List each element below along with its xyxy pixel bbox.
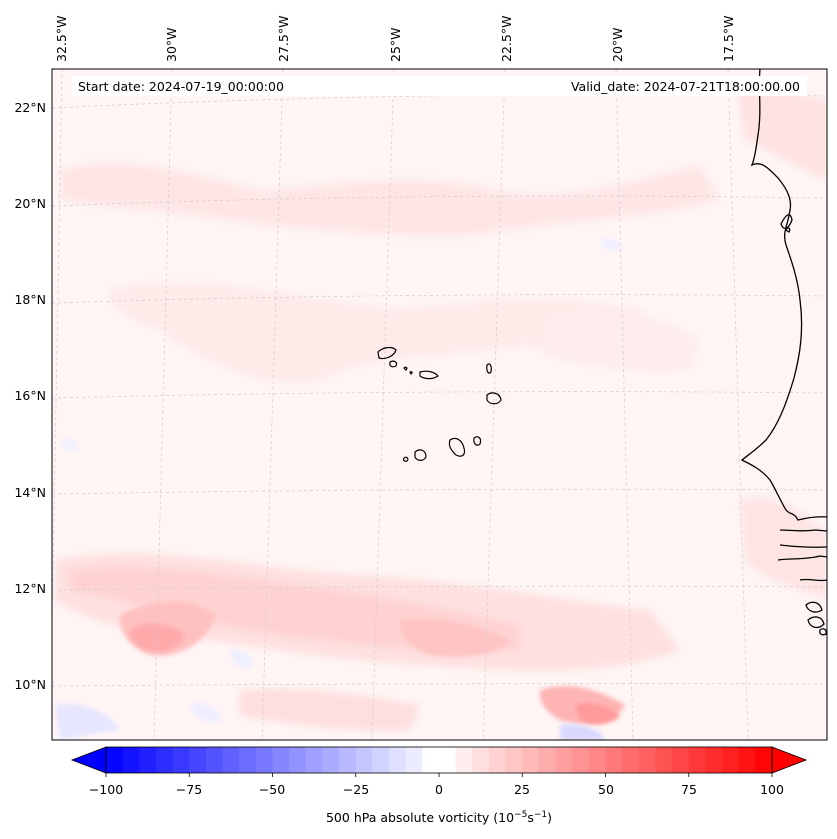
colorbar-level (555, 747, 573, 773)
colorbar-level (655, 747, 673, 773)
lon-label-30w: 30°W (164, 27, 179, 62)
colorbar-tick-label-neg50: −50 (259, 782, 285, 797)
vorticity-contours (55, 80, 827, 740)
colorbar-level (538, 747, 557, 773)
colorbar-level (622, 747, 640, 773)
colorbar-level (455, 747, 473, 773)
colorbar-level (222, 747, 240, 773)
latitude-labels: 22°N 20°N 18°N 16°N 14°N 12°N 10°N (14, 100, 46, 692)
colorbar-level (289, 747, 307, 773)
colorbar-level (472, 747, 490, 773)
colorbar-level (488, 747, 507, 773)
colorbar-level (106, 747, 124, 773)
colorbar-level (672, 747, 690, 773)
colorbar-level (205, 747, 224, 773)
colorbar-level (239, 747, 257, 773)
colorbar-level (322, 747, 340, 773)
valid-date-label: Valid_date: 2024-07-21T18:00:00.00 (571, 79, 800, 94)
colorbar-level (189, 747, 207, 773)
colorbar-level (439, 747, 457, 773)
lon-label-20w: 20°W (610, 27, 625, 62)
lat-label-20n: 20°N (14, 196, 46, 211)
start-date-label: Start date: 2024-07-19_00:00:00 (78, 79, 284, 94)
colorbar-level (405, 747, 423, 773)
colorbar-title: 500 hPa absolute vorticity (10−5s−1) (326, 810, 552, 825)
colorbar-level (738, 747, 756, 773)
colorbar-tick-label-0: 0 (435, 782, 443, 797)
lon-label-25w: 25°W (388, 27, 403, 62)
colorbar-tick-label-100: 100 (760, 782, 784, 797)
colorbar-level (572, 747, 590, 773)
colorbar-extend-max (771, 746, 808, 774)
lat-label-10n: 10°N (14, 677, 46, 692)
lon-label-32-5w: 32.5°W (54, 16, 69, 62)
lon-label-22-5w: 22.5°W (499, 16, 514, 62)
lat-label-14n: 14°N (14, 485, 46, 500)
colorbar-level (122, 747, 140, 773)
colorbar-tick-label-75: 75 (681, 782, 697, 797)
colorbar-tick-label-neg75: −75 (176, 782, 202, 797)
colorbar (70, 746, 808, 774)
colorbar-level (422, 747, 440, 773)
colorbar-level (688, 747, 706, 773)
colorbar-level (272, 747, 290, 773)
lon-label-17-5w: 17.5°W (721, 16, 736, 62)
plot-area: Start date: 2024-07-19_00:00:00 Valid_da… (52, 69, 827, 740)
lat-label-22n: 22°N (14, 100, 46, 115)
colorbar-ticks: −100 −75 −50 −25 0 25 50 75 100 (89, 773, 784, 797)
colorbar-level (339, 747, 357, 773)
lat-label-18n: 18°N (14, 292, 46, 307)
colorbar-level (172, 747, 190, 773)
colorbar-extend-min (70, 746, 107, 774)
colorbar-level (255, 747, 274, 773)
date-info-box (72, 76, 807, 96)
colorbar-tick-label-25: 25 (514, 782, 530, 797)
cape-verde-islands (377, 346, 502, 462)
colorbar-level (372, 747, 390, 773)
colorbar-level (305, 747, 324, 773)
colorbar-level (155, 747, 174, 773)
lon-label-27-5w: 27.5°W (276, 16, 291, 62)
colorbar-level (355, 747, 373, 773)
colorbar-level (705, 747, 723, 773)
colorbar-level (139, 747, 157, 773)
coastline-west-africa (740, 69, 827, 636)
map-frame (51, 68, 828, 741)
lat-label-12n: 12°N (14, 581, 46, 596)
lat-label-16n: 16°N (14, 388, 46, 403)
longitude-labels: 32.5°W 30°W 27.5°W 25°W 22.5°W 20°W 17.5… (54, 16, 736, 62)
colorbar-tick-label-neg25: −25 (343, 782, 369, 797)
colorbar-level (722, 747, 740, 773)
colorbar-level (638, 747, 657, 773)
colorbar-tick-label-neg100: −100 (89, 782, 123, 797)
colorbar-level (755, 747, 773, 773)
colorbar-tick-label-50: 50 (598, 782, 614, 797)
colorbar-level (522, 747, 540, 773)
colorbar-level (389, 747, 407, 773)
map-gridlines (52, 69, 827, 740)
colorbar-level (588, 747, 607, 773)
colorbar-level (505, 747, 523, 773)
colorbar-level (605, 747, 623, 773)
